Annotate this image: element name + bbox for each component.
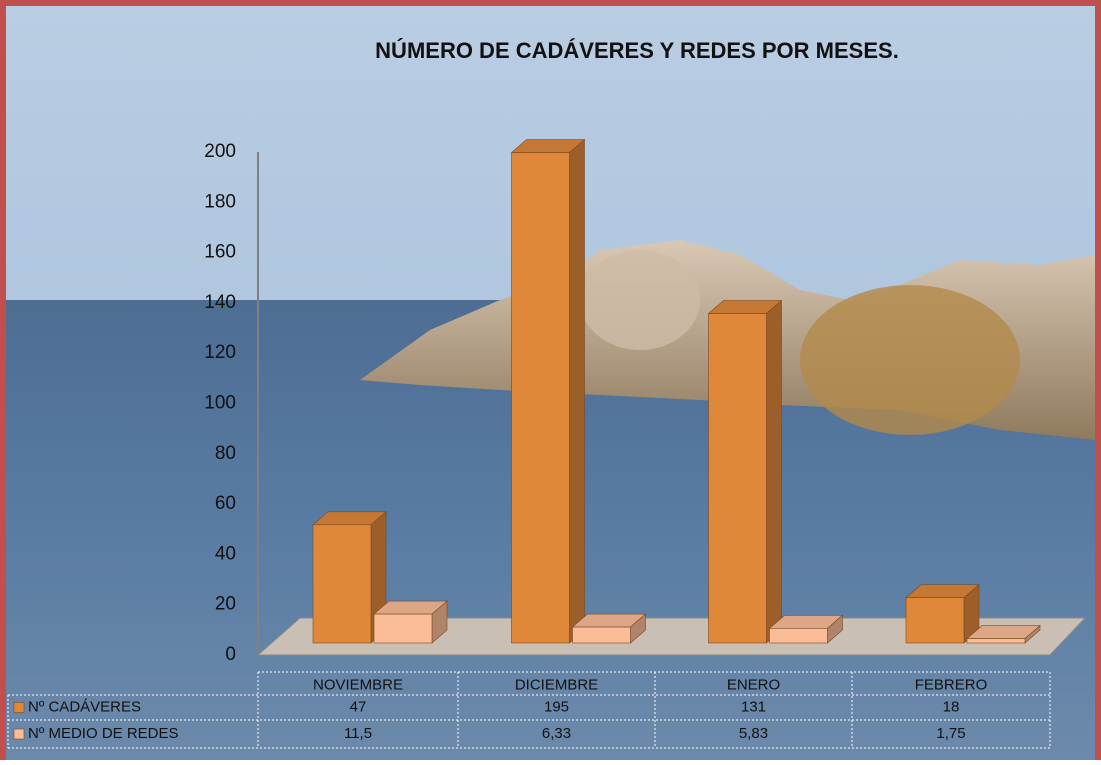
data-label: 47 xyxy=(350,698,367,715)
data-label: 6,33 xyxy=(542,725,571,742)
y-tick-label: 40 xyxy=(215,543,236,564)
data-label: 5,83 xyxy=(739,725,768,742)
y-tick-label: 120 xyxy=(204,342,236,363)
x-tick-label: DICIEMBRE xyxy=(515,676,598,693)
y-tick-label: 0 xyxy=(225,644,236,665)
data-label: 1,75 xyxy=(936,725,965,742)
legend-swatch xyxy=(14,729,24,739)
chart-title: NÚMERO DE CADÁVERES Y REDES POR MESES. xyxy=(375,38,899,63)
y-tick-label: 20 xyxy=(215,594,236,615)
y-tick-label: 200 xyxy=(204,141,236,162)
bar xyxy=(374,614,432,643)
y-tick-label: 80 xyxy=(215,443,236,464)
data-label: 131 xyxy=(741,698,766,715)
data-label: 18 xyxy=(943,698,960,715)
bar-side xyxy=(570,140,585,643)
y-tick-label: 60 xyxy=(215,493,236,514)
bar-side xyxy=(767,301,782,643)
data-label: 195 xyxy=(544,698,569,715)
bar xyxy=(967,639,1025,643)
y-tick-label: 160 xyxy=(204,242,236,263)
x-tick-label: NOVIEMBRE xyxy=(313,676,403,693)
legend-label: Nº CADÁVERES xyxy=(28,698,141,715)
bar xyxy=(770,628,828,643)
x-tick-label: ENERO xyxy=(727,676,780,693)
bar xyxy=(906,598,964,643)
bar xyxy=(512,153,570,643)
y-tick-label: 140 xyxy=(204,292,236,313)
y-tick-label: 180 xyxy=(204,191,236,212)
data-label: 11,5 xyxy=(344,725,372,742)
y-tick-label: 100 xyxy=(204,393,236,414)
bar xyxy=(313,525,371,643)
chart: NÚMERO DE CADÁVERES Y REDES POR MESES. N… xyxy=(0,0,1101,760)
legend-swatch xyxy=(14,703,24,713)
bar xyxy=(573,627,631,643)
x-tick-label: FEBRERO xyxy=(915,676,988,693)
bar xyxy=(709,314,767,643)
legend-label: Nº MEDIO DE REDES xyxy=(28,725,179,742)
